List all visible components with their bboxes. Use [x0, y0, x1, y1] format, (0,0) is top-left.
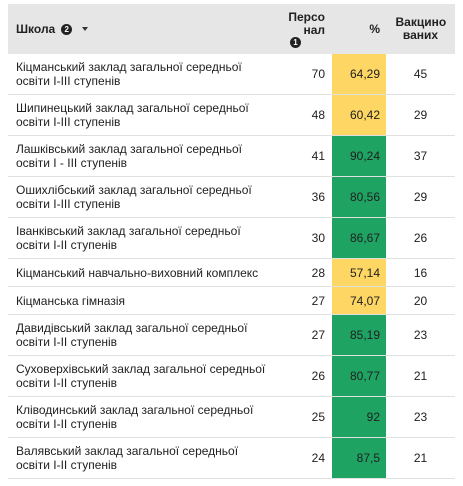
staff-cell: 25: [311, 410, 325, 424]
vaccinated-cell: 37: [413, 149, 428, 163]
staff-cell: 30: [311, 231, 325, 245]
school-cell: Давидівський заклад загальної середньої …: [16, 321, 248, 349]
vaccinated-cell: 20: [413, 293, 428, 308]
percent-cell: 80,56: [332, 177, 386, 217]
percent-cell: 57,14: [332, 259, 386, 286]
vaccinated-cell: 23: [413, 328, 428, 342]
percent-cell: 85,19: [332, 315, 386, 355]
percent-cell: 60,42: [332, 95, 386, 135]
vaccinated-cell: 45: [413, 67, 428, 81]
header-school[interactable]: Школа 2: [8, 4, 277, 54]
table-body: Кіцманський заклад загальної середньої о…: [8, 54, 455, 479]
sort-badge: 1: [290, 36, 301, 48]
table: Школа 2 Персо нал 1 % Вакцино ваних Кіцм…: [8, 4, 455, 479]
header-vaccinated[interactable]: Вакцино ваних: [386, 4, 455, 54]
vaccinated-cell: 29: [413, 108, 428, 122]
table-row: Кіцманська гімназія 27 74,07 20: [8, 287, 455, 315]
percent-cell: 74,07: [332, 287, 386, 314]
header-staff[interactable]: Персо нал 1: [277, 4, 332, 54]
percent-cell: 90,24: [332, 136, 386, 176]
staff-cell: 48: [311, 108, 325, 122]
table-row: Давидівський заклад загальної середньої …: [8, 315, 455, 356]
percent-cell: 86,67: [332, 218, 386, 258]
school-cell: Кліводинський заклад загальної середньої…: [16, 403, 254, 431]
percent-cell: 80,77: [332, 356, 386, 396]
school-cell: Суховерхівський заклад загальної середнь…: [16, 362, 266, 390]
header-text: Вакцино ваних: [395, 15, 447, 42]
staff-cell: 26: [311, 369, 325, 383]
header-percent[interactable]: %: [332, 4, 386, 54]
sort-arrow: [82, 27, 89, 31]
staff-cell: 70: [311, 67, 325, 81]
school-cell: Кіцманський заклад загальної середньої о…: [16, 60, 242, 88]
sort-badge: 2: [61, 23, 73, 35]
vaccinated-cell: 26: [413, 231, 428, 245]
school-cell: Валявський заклад загальної середньої ос…: [16, 444, 239, 472]
vaccinated-cell: 23: [413, 410, 428, 424]
percent-cell: 64,29: [332, 54, 386, 94]
vaccinated-cell: 21: [413, 451, 428, 465]
school-cell: Іванківський заклад загальної середньої …: [16, 224, 241, 252]
school-cell: Ошихлібський заклад загальної середньої …: [16, 183, 252, 211]
staff-cell: 27: [311, 328, 325, 342]
header-row: Школа 2 Персо нал 1 % Вакцино ваних: [8, 4, 455, 54]
vaccinated-cell: 16: [413, 265, 428, 280]
vaccinated-cell: 21: [413, 369, 428, 383]
staff-cell: 27: [311, 293, 325, 308]
table-row: Лашківський заклад загальної середньої о…: [8, 136, 455, 177]
staff-cell: 36: [311, 190, 325, 204]
header-text: Школа: [16, 22, 56, 36]
table-row: Кіцманський заклад загальної середньої о…: [8, 54, 455, 95]
table-row: Іванківський заклад загальної середньої …: [8, 218, 455, 259]
staff-cell: 24: [311, 451, 325, 465]
school-cell: Шипинецький заклад загальної середньої о…: [16, 101, 249, 129]
table-row: Кліводинський заклад загальної середньої…: [8, 397, 455, 438]
table-row: Валявський заклад загальної середньої ос…: [8, 438, 455, 479]
table-row: Ошихлібський заклад загальної середньої …: [8, 177, 455, 218]
staff-cell: 28: [311, 265, 325, 280]
school-cell: Кіцманський навчально-виховний комплекс: [16, 265, 259, 280]
vaccinated-cell: 29: [413, 190, 428, 204]
school-cell: Кіцманська гімназія: [16, 293, 125, 308]
header-text: Персо нал: [288, 9, 325, 37]
staff-cell: 41: [311, 149, 325, 163]
percent-cell: 87,5: [332, 438, 386, 478]
table-row: Суховерхівський заклад загальної середнь…: [8, 356, 455, 397]
school-cell: Лашківський заклад загальної середньої о…: [16, 142, 242, 170]
percent-cell: 92: [332, 397, 386, 437]
header-text: %: [369, 22, 380, 36]
table-row: Кіцманський навчально-виховний комплекс 2…: [8, 259, 455, 287]
table-row: Шипинецький заклад загальної середньої о…: [8, 95, 455, 136]
